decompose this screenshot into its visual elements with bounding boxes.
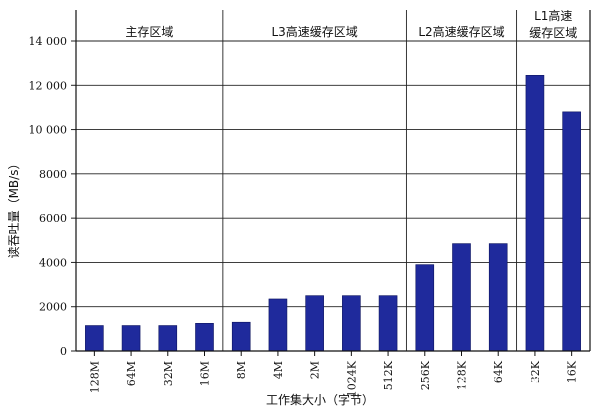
bar: [378, 295, 398, 352]
bar: [121, 325, 141, 352]
x-tick-label: 4M: [272, 361, 285, 379]
region-label: L3高速缓存区域: [271, 24, 357, 39]
y-tick-label: 0: [60, 345, 67, 358]
region-dividers: [222, 10, 518, 351]
x-tick-label: 1024K: [345, 360, 358, 397]
y-tick-label: 2000: [39, 301, 67, 314]
x-tick-label: 16K: [566, 360, 579, 383]
x-tick-label: 64K: [492, 360, 505, 383]
bar: [488, 243, 508, 352]
bar: [195, 323, 214, 352]
axes: [71, 10, 591, 356]
x-tick-label: 2M: [309, 361, 322, 379]
bar: [562, 111, 581, 352]
y-tick-label: 6000: [39, 212, 67, 225]
x-tick-label: 32K: [529, 360, 542, 383]
bar: [268, 298, 288, 352]
bar: [85, 325, 104, 352]
region-label: 主存区域: [125, 25, 173, 39]
bar: [231, 321, 251, 352]
bar: [305, 295, 324, 352]
bar: [342, 295, 361, 352]
x-tick-label: 128K: [456, 360, 469, 390]
watermark: 知乎 @深度人工智障: [428, 374, 549, 390]
x-axis-title: 工作集大小（字节）: [266, 392, 374, 407]
x-tick-label: 16M: [199, 361, 212, 386]
y-tick-label: 12 000: [29, 79, 68, 92]
x-tick-label: 64M: [125, 361, 138, 386]
x-tick-label: 128M: [88, 361, 101, 393]
x-tick-label: 8M: [235, 361, 248, 379]
region-label: 缓存区域: [529, 26, 577, 40]
x-tick-label: 512K: [382, 360, 395, 390]
y-axis-title: 读吞吐量（MB/s）: [7, 158, 21, 259]
region-label: L2高速缓存区域: [418, 24, 504, 39]
bar: [525, 75, 545, 352]
bar: [452, 243, 471, 352]
x-tick-label: 32M: [162, 361, 175, 386]
x-tick-label: 256K: [419, 360, 432, 390]
y-tick-label: 8000: [39, 168, 67, 181]
y-tick-label: 10 000: [29, 124, 68, 137]
bar: [415, 264, 435, 352]
y-tick-labels: 0 2000 4000 6000 8000 10 000 12 000 14 000: [29, 35, 68, 358]
bar: [158, 325, 178, 352]
y-tick-label: 14 000: [29, 35, 68, 48]
y-tick-label: 4000: [39, 256, 67, 269]
grid-lines: [76, 40, 590, 308]
region-label: L1高速: [534, 8, 572, 23]
x-tick-labels: 128M 64M 32M 16M 8M 4M 2M 1024K 512K 256K 128K 64K 3…: [88, 360, 578, 397]
bars: [85, 75, 581, 352]
